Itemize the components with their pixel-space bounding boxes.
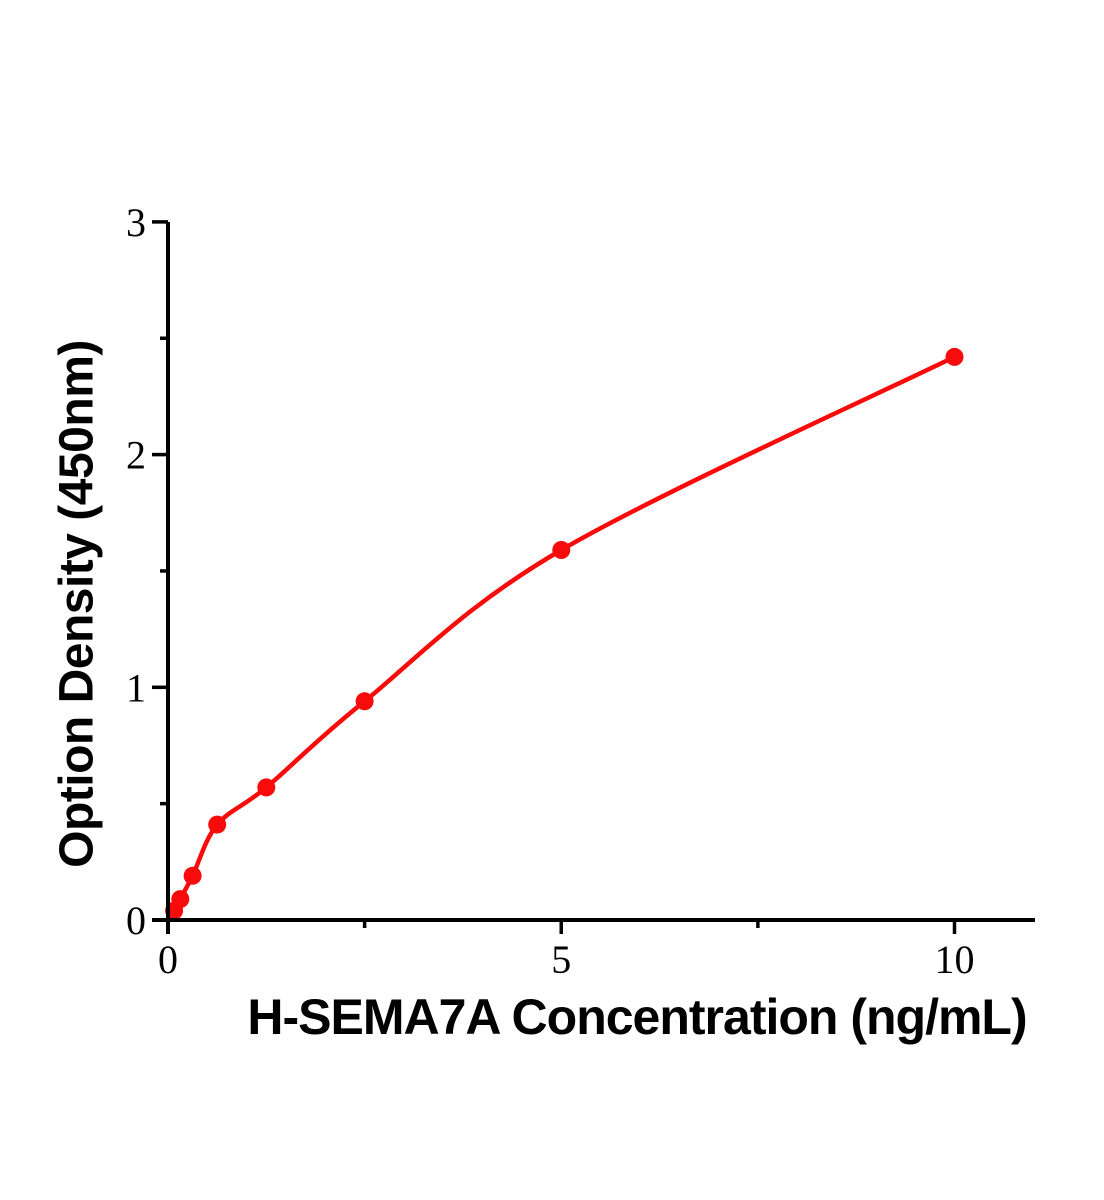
y-tick-label: 1 xyxy=(126,665,146,710)
y-tick-label: 0 xyxy=(126,898,146,943)
data-point xyxy=(171,890,190,909)
y-tick-label: 3 xyxy=(126,200,146,245)
data-point xyxy=(208,815,227,834)
data-point xyxy=(355,692,374,711)
x-tick-label: 0 xyxy=(158,937,178,982)
x-tick-label: 10 xyxy=(935,937,975,982)
data-point xyxy=(257,778,276,797)
x-axis-title: H-SEMA7A Concentration (ng/mL) xyxy=(247,989,1027,1045)
x-tick-label: 5 xyxy=(551,937,571,982)
y-tick-label: 2 xyxy=(126,433,146,478)
y-axis-title: Option Density (450nm) xyxy=(50,340,104,868)
data-point xyxy=(183,866,202,885)
data-point xyxy=(945,347,964,366)
fit-curve-line xyxy=(167,354,957,922)
data-point xyxy=(552,541,571,559)
